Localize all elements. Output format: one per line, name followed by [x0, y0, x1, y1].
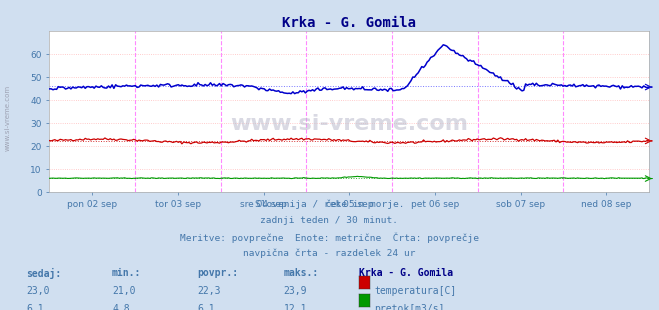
Text: navpična črta - razdelek 24 ur: navpična črta - razdelek 24 ur	[243, 248, 416, 258]
Text: Slovenija / reke in morje.: Slovenija / reke in morje.	[255, 200, 404, 209]
Text: sedaj:: sedaj:	[26, 268, 61, 279]
Text: Krka - G. Gomila: Krka - G. Gomila	[359, 268, 453, 278]
Text: maks.:: maks.:	[283, 268, 318, 278]
Text: povpr.:: povpr.:	[198, 268, 239, 278]
Text: 23,9: 23,9	[283, 286, 307, 296]
Text: 22,3: 22,3	[198, 286, 221, 296]
Text: 4,8: 4,8	[112, 304, 130, 310]
Text: www.si-vreme.com: www.si-vreme.com	[230, 114, 469, 135]
Text: pretok[m3/s]: pretok[m3/s]	[374, 304, 445, 310]
Text: temperatura[C]: temperatura[C]	[374, 286, 457, 296]
Text: 12,1: 12,1	[283, 304, 307, 310]
Text: 21,0: 21,0	[112, 286, 136, 296]
Text: 6,1: 6,1	[198, 304, 215, 310]
Text: 6,1: 6,1	[26, 304, 44, 310]
Text: 23,0: 23,0	[26, 286, 50, 296]
Text: Meritve: povprečne  Enote: metrične  Črta: povprečje: Meritve: povprečne Enote: metrične Črta:…	[180, 232, 479, 243]
Text: zadnji teden / 30 minut.: zadnji teden / 30 minut.	[260, 216, 399, 225]
Text: min.:: min.:	[112, 268, 142, 278]
Text: www.si-vreme.com: www.si-vreme.com	[5, 85, 11, 151]
Title: Krka - G. Gomila: Krka - G. Gomila	[282, 16, 416, 30]
